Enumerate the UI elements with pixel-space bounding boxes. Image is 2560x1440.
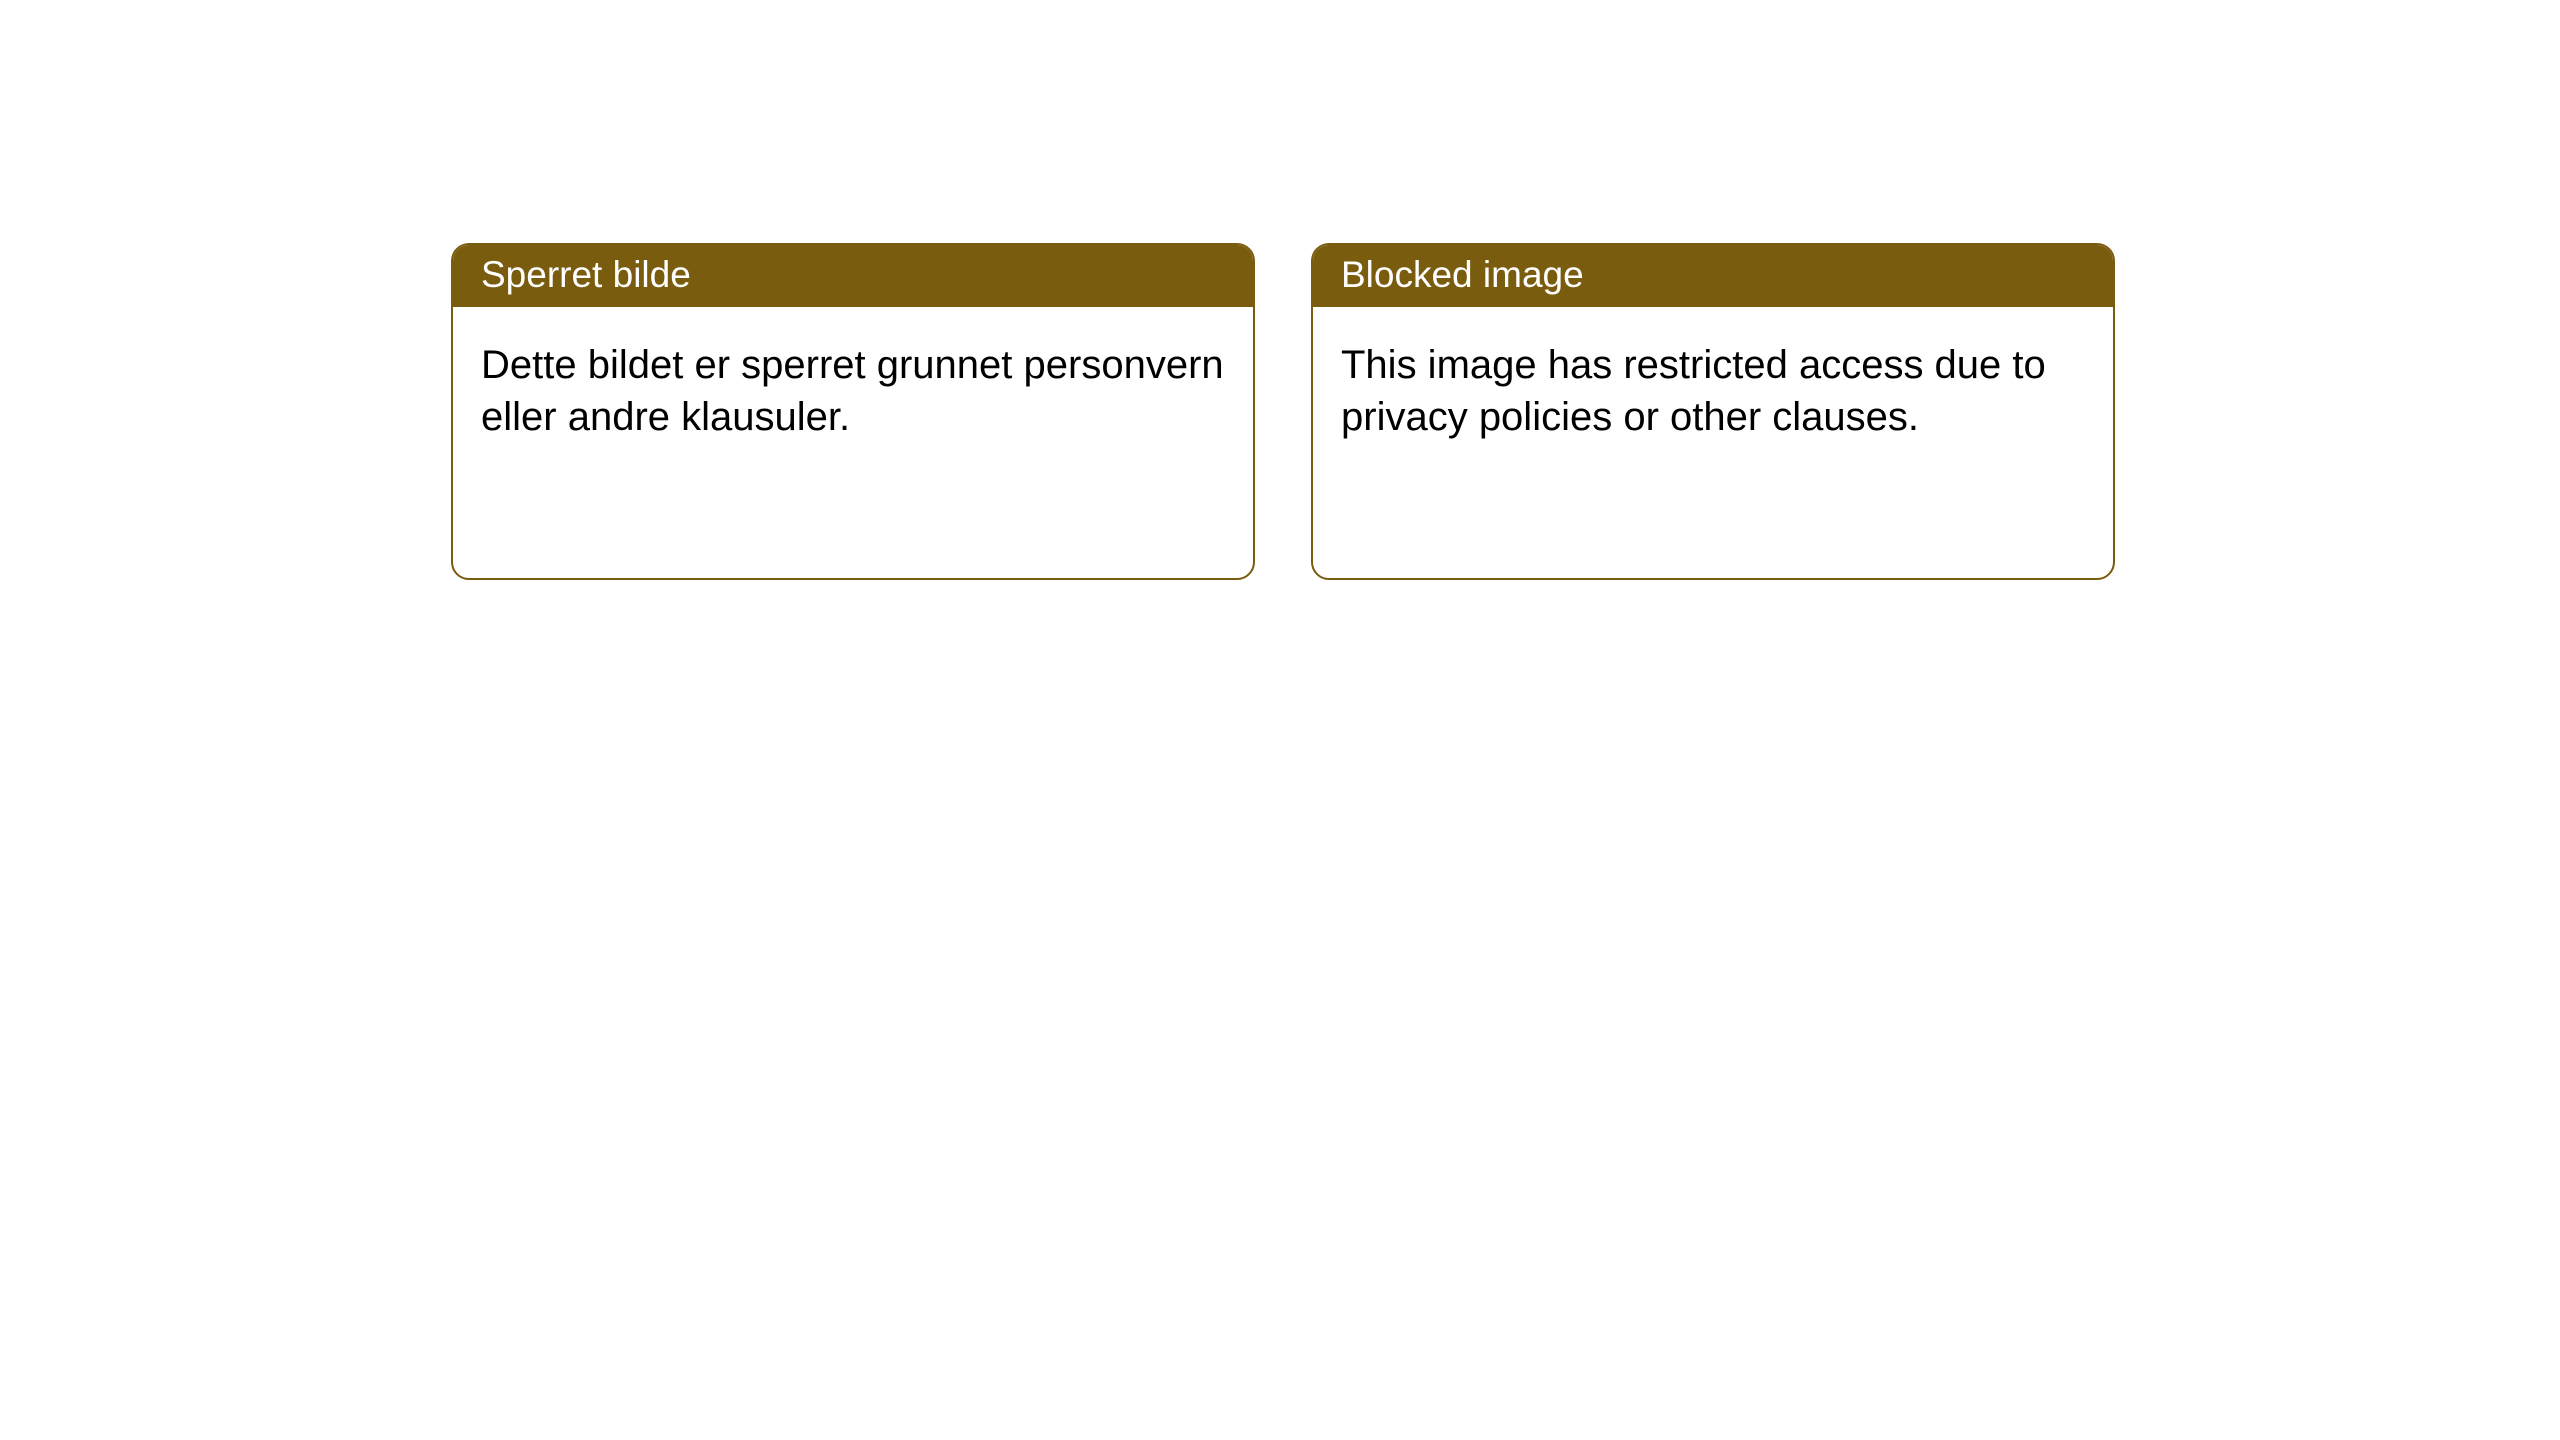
card-header: Sperret bilde (453, 245, 1253, 307)
card-body: Dette bildet er sperret grunnet personve… (453, 307, 1253, 475)
card-header: Blocked image (1313, 245, 2113, 307)
blocked-image-card-norwegian: Sperret bilde Dette bildet er sperret gr… (451, 243, 1255, 580)
blocked-image-card-english: Blocked image This image has restricted … (1311, 243, 2115, 580)
card-body: This image has restricted access due to … (1313, 307, 2113, 475)
blocked-image-cards-container: Sperret bilde Dette bildet er sperret gr… (451, 243, 2115, 580)
